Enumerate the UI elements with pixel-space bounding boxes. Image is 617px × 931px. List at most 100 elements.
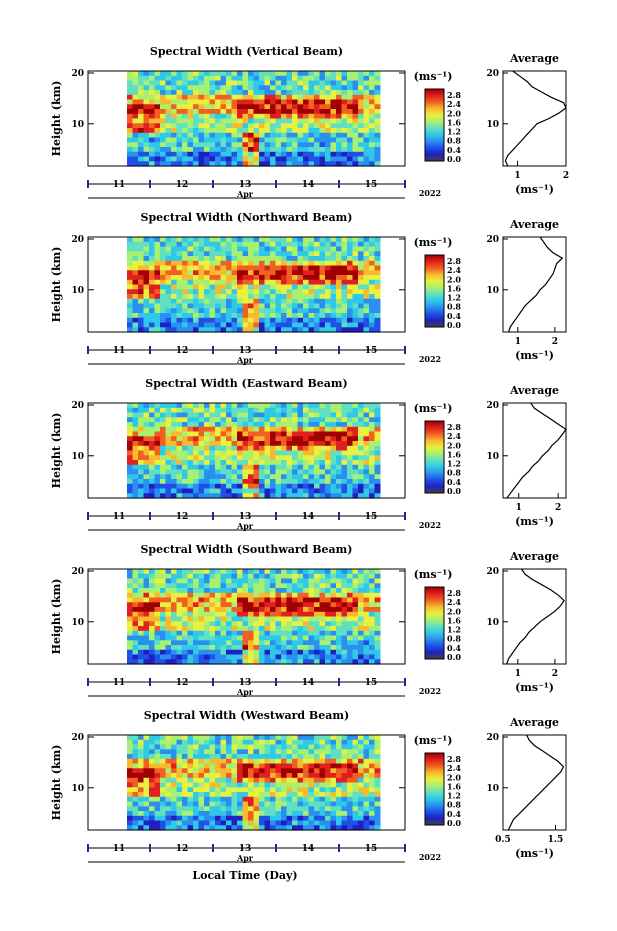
heatmap-cell <box>275 279 282 286</box>
heatmap-cell <box>303 592 309 599</box>
heatmap-cell <box>352 436 359 442</box>
heatmap-cell <box>303 71 309 77</box>
heatmap-cell <box>138 611 144 618</box>
heatmap-cell <box>176 251 183 257</box>
heatmap-cell <box>259 128 265 134</box>
heatmap-cell <box>165 479 172 485</box>
heatmap-cell <box>352 85 359 91</box>
heatmap-cell <box>215 436 221 442</box>
heatmap-cell <box>314 469 320 475</box>
heatmap-cell <box>336 270 342 276</box>
heatmap-cell <box>297 455 304 461</box>
heatmap-field <box>127 403 381 499</box>
heatmap-cell <box>259 588 265 594</box>
heatmap-cell <box>347 654 353 660</box>
heatmap-cell <box>264 317 271 324</box>
heatmap-cell <box>253 279 260 286</box>
heatmap-cell <box>198 445 205 452</box>
heatmap-cell <box>242 773 249 779</box>
heatmap-cell <box>204 123 210 129</box>
heatmap-cell <box>248 621 254 627</box>
heatmap-cell <box>187 113 194 120</box>
heatmap-cell <box>149 289 155 295</box>
heatmap-cell <box>209 123 216 129</box>
heatmap-cell <box>352 735 359 741</box>
heatmap-cell <box>264 270 271 276</box>
heatmap-cell <box>132 118 139 124</box>
heatmap-cell <box>209 607 216 613</box>
heatmap-cell <box>259 298 265 305</box>
heatmap-cell <box>281 773 287 779</box>
heatmap-cell <box>358 422 364 428</box>
heatmap-cell <box>149 445 155 452</box>
heatmap-cell <box>369 621 375 627</box>
heatmap-cell <box>226 578 232 584</box>
heatmap-cell <box>259 407 265 414</box>
heatmap-cell <box>237 768 243 774</box>
heatmap-cell <box>325 260 331 267</box>
avg-x-axis-label: (ms⁻¹) <box>515 183 554 196</box>
heatmap-cell <box>154 99 161 105</box>
heatmap-cell <box>292 777 298 784</box>
heatmap-cell <box>226 806 232 812</box>
heatmap-cell <box>352 426 359 433</box>
heatmap-cell <box>319 630 326 637</box>
heatmap-cell <box>193 80 199 86</box>
heatmap-cell <box>165 71 172 77</box>
heatmap-cell <box>292 99 298 105</box>
heatmap-cell <box>319 626 326 632</box>
heatmap-cell <box>215 640 221 646</box>
heatmap-cell <box>182 298 188 305</box>
heatmap-cell <box>347 294 353 300</box>
x-year-label: 2022 <box>419 686 441 696</box>
heatmap-cell <box>347 460 353 466</box>
heatmap-cell <box>297 659 304 665</box>
heatmap-cell <box>275 825 282 831</box>
heatmap-cell <box>215 782 221 788</box>
heatmap-cell <box>198 450 205 456</box>
heatmap-cell <box>248 588 254 594</box>
heatmap-cell <box>363 825 370 831</box>
heatmap-cell <box>209 284 216 290</box>
heatmap-cell <box>215 128 221 134</box>
heatmap-cell <box>143 417 150 423</box>
heatmap-cell <box>226 654 232 660</box>
heatmap-cell <box>374 474 381 480</box>
heatmap-cell <box>253 80 260 86</box>
heatmap-cell <box>325 773 331 779</box>
heatmap-cell <box>154 128 161 134</box>
colorbar-tick-label: 2.0 <box>447 606 461 616</box>
heatmap-cell <box>264 85 271 91</box>
heatmap-cell <box>237 113 243 120</box>
heatmap-cell <box>143 588 150 594</box>
heatmap-cell <box>143 308 150 314</box>
heatmap-cell <box>171 113 177 120</box>
heatmap-cell <box>160 811 166 817</box>
heatmap-cell <box>374 588 381 594</box>
heatmap-cell <box>330 99 337 105</box>
heatmap-cell <box>165 132 172 139</box>
heatmap-cell <box>275 796 282 803</box>
heatmap-cell <box>303 493 309 499</box>
heatmap-cell <box>363 479 370 485</box>
heatmap-cell <box>160 417 166 423</box>
heatmap-cell <box>253 90 260 96</box>
heatmap-cell <box>319 654 326 660</box>
heatmap-cell <box>281 426 287 433</box>
heatmap-cell <box>330 455 337 461</box>
heatmap-cell <box>264 654 271 660</box>
heatmap-cell <box>374 464 381 471</box>
heatmap-cell <box>358 441 364 447</box>
heatmap-cell <box>253 578 260 584</box>
heatmap-cell <box>193 123 199 129</box>
heatmap-cell <box>297 573 304 580</box>
heatmap-cell <box>330 621 337 627</box>
heatmap-cell <box>215 142 221 148</box>
heatmap-cell <box>270 621 276 627</box>
heatmap-cell <box>292 317 298 324</box>
heatmap-cell <box>259 123 265 129</box>
heatmap-cell <box>220 322 227 328</box>
heatmap-cell <box>308 754 315 760</box>
heatmap-cell <box>341 820 348 826</box>
heatmap-cell <box>132 284 139 290</box>
